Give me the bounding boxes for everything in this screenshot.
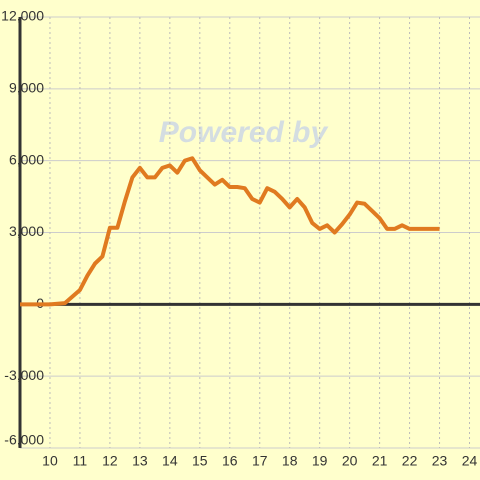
- x-tick-label: 19: [312, 453, 328, 469]
- x-tick-label: 10: [42, 453, 58, 469]
- x-tick-label: 11: [73, 453, 88, 469]
- x-tick-label: 16: [222, 453, 238, 469]
- y-tick-label: -3,000: [4, 367, 44, 383]
- x-tick-label: 14: [162, 453, 178, 469]
- x-tick-label: 21: [372, 453, 388, 469]
- y-tick-label: 6,000: [9, 151, 44, 167]
- y-tick-label: 9,000: [9, 80, 44, 96]
- x-tick-label: 15: [192, 453, 208, 469]
- x-tick-label: 13: [132, 453, 148, 469]
- x-tick-label: 24: [462, 453, 478, 469]
- x-tick-label: 12: [102, 453, 118, 469]
- watermark: Powered by: [159, 116, 329, 149]
- x-tick-label: 20: [342, 453, 358, 469]
- line: [20, 156, 440, 307]
- x-tick-label: 17: [252, 453, 268, 469]
- x-tick-label: 18: [282, 453, 298, 469]
- x-tick-label: 22: [402, 453, 418, 469]
- x-tick-label: 23: [432, 453, 448, 469]
- y-tick-label: -6,000: [4, 432, 44, 448]
- y-tick-label: 3,000: [9, 223, 44, 239]
- y-tick-label: 12,000: [1, 8, 44, 24]
